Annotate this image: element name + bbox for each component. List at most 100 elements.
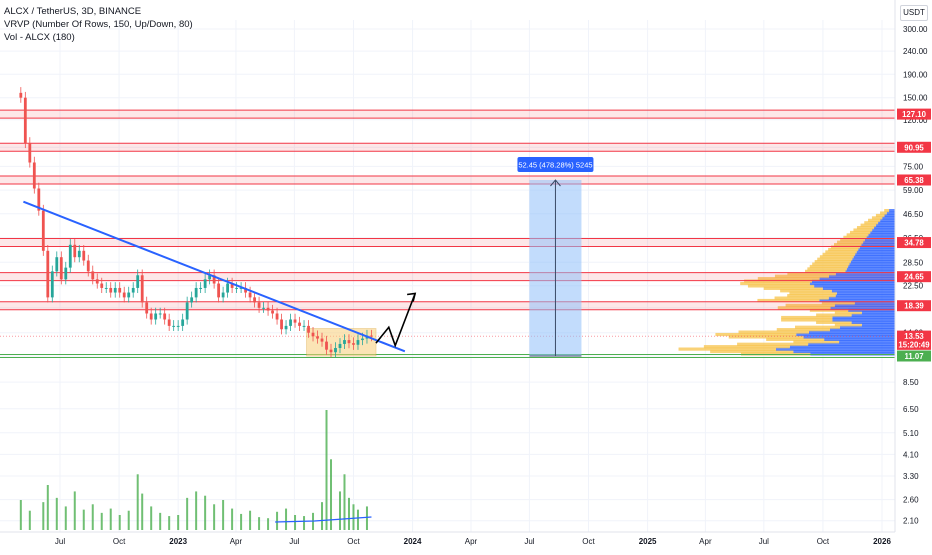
candle-body (235, 287, 239, 289)
volume-bar (258, 517, 261, 530)
vp-down-row (819, 255, 854, 259)
projection-arrow-head (407, 292, 417, 302)
candle-body (41, 210, 45, 251)
vp-up-row (808, 330, 895, 334)
candle-body (203, 279, 207, 288)
candle-body (37, 188, 41, 211)
price-tick-label: 150.00 (903, 94, 928, 103)
candle-body (185, 302, 189, 320)
volume-bar (294, 515, 297, 530)
candle-body (100, 283, 104, 288)
vp-up-row (864, 238, 895, 242)
volume-bar (222, 500, 225, 530)
volume-bar (150, 506, 153, 530)
vp-down-row (757, 298, 820, 303)
candle-body (352, 343, 355, 345)
vp-down-row (703, 345, 790, 349)
vp-up-row (856, 250, 895, 254)
price-label-bg (897, 174, 931, 186)
price-tick-label: 3.30 (903, 472, 919, 481)
price-tick-label: 120.00 (903, 116, 928, 125)
symbol-legend[interactable]: ALCX / TetherUS, 3D, BINANCE (4, 6, 142, 17)
candle-body (55, 257, 59, 272)
vp-up-row (796, 332, 895, 337)
candle-body (140, 275, 144, 303)
vp-up-row (819, 277, 895, 281)
vp-down-row (860, 223, 877, 227)
vp-up-row (853, 255, 895, 259)
vrvp-legend[interactable]: VRVP (Number Of Rows, 150, Up/Down, 80) (4, 19, 193, 30)
vp-down-row (816, 320, 852, 324)
vp-down-row (728, 335, 804, 339)
vp-down-row (766, 337, 825, 341)
volume-bar (240, 513, 243, 530)
time-tick-label: Jul (289, 537, 299, 546)
projection-path (375, 293, 416, 348)
time-tick-label: Apr (230, 537, 243, 546)
vp-up-row (808, 342, 895, 346)
candle-body (284, 325, 288, 330)
vp-down-row (856, 226, 875, 230)
time-tick-label: 2024 (404, 537, 422, 546)
candle-body (253, 297, 256, 303)
candle-body (356, 340, 360, 345)
price-label-bg (897, 141, 931, 153)
volume-bar (64, 506, 67, 530)
vp-up-row (872, 228, 895, 232)
vp-up-row (809, 281, 895, 286)
volume-bar (55, 497, 58, 530)
resistance-zone (0, 143, 895, 152)
candle-body (347, 340, 351, 344)
vp-down-row (807, 267, 847, 271)
measure-label-bg (517, 156, 594, 172)
vp-up-row (846, 267, 895, 271)
volume-legend[interactable]: Vol - ALCX (180) (4, 32, 75, 43)
candle-body (239, 287, 243, 289)
time-tick-label: Oct (817, 537, 830, 546)
price-axis[interactable]: 300.00 240.00 190.00 150.00 120.00 90.95 75.00… (894, 0, 932, 550)
time-tick-label: 2026 (873, 537, 891, 546)
candle-body (343, 340, 346, 344)
time-tick-label: Apr (699, 537, 712, 546)
candle-body (86, 260, 90, 272)
vp-down-row (817, 257, 853, 261)
drawings (23, 200, 417, 353)
vp-up-row (775, 347, 895, 351)
volume-bar (168, 516, 171, 530)
vp-down-row (715, 332, 797, 337)
vp-up-row (839, 340, 895, 344)
vp-down-row (880, 211, 887, 215)
volume-bar (159, 512, 162, 530)
vp-up-row (874, 226, 895, 230)
vp-up-row (831, 289, 895, 293)
price-tick-label: 59.00 (903, 186, 924, 195)
vp-down-row (763, 286, 823, 290)
vp-up-row (832, 318, 895, 322)
vp-down-row (814, 260, 851, 264)
candle-body (293, 319, 297, 323)
volume-bar (231, 508, 234, 530)
vp-up-row (861, 323, 895, 327)
volume-bars (19, 410, 372, 530)
volume-bar (28, 510, 31, 530)
horizontal-levels (0, 109, 895, 358)
time-axis[interactable]: Jul Oct 2023 Apr Jul Oct 2024 Apr Jul Oct 2025 Apr J… (0, 531, 895, 546)
volume-bar (352, 504, 355, 530)
candle-body (320, 338, 324, 342)
volume-bar (109, 508, 112, 530)
candle-body (91, 271, 95, 280)
candle-body (167, 319, 171, 326)
candle-body (338, 343, 342, 349)
vp-down-row (833, 243, 862, 247)
resistance-zone (0, 175, 895, 184)
currency-button[interactable]: USDT (900, 5, 928, 21)
measure-arrow-head (550, 179, 561, 187)
volume-bar (204, 495, 207, 530)
price-label: 65.38 (904, 176, 924, 185)
candle-body (136, 275, 140, 288)
vp-up-row (836, 291, 895, 295)
candle-body (19, 92, 23, 98)
vp-down-row (840, 238, 865, 242)
